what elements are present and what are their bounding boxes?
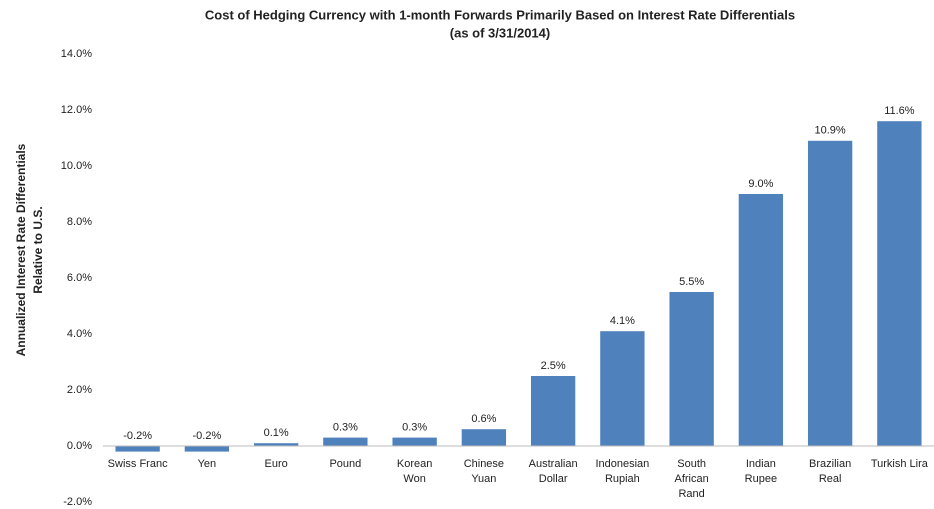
x-tick-label: Australian Dollar (529, 458, 578, 485)
data-label: 10.9% (815, 125, 846, 137)
data-label: 9.0% (748, 178, 773, 190)
y-tick-label: 8.0% (67, 216, 92, 228)
bar (669, 292, 714, 446)
bar (323, 437, 368, 446)
data-label: 0.3% (333, 422, 358, 434)
data-label: 11.6% (884, 105, 915, 117)
x-tick-label: Turkish Lira (871, 458, 929, 470)
chart-subtitle: (as of 3/31/2014) (450, 25, 550, 40)
bar (392, 437, 437, 446)
bar (877, 121, 922, 446)
y-axis-title-line: Relative to U.S. (31, 206, 45, 293)
data-label: 0.6% (471, 413, 496, 425)
chart-title: Cost of Hedging Currency with 1-month Fo… (205, 7, 795, 22)
y-tick-label: 6.0% (67, 272, 92, 284)
bar (807, 140, 853, 447)
x-tick-label: Yen (198, 458, 217, 470)
bar (530, 376, 576, 446)
y-axis-title: Annualized Interest Rate Differentials R… (14, 143, 45, 356)
bar (184, 446, 230, 452)
x-tick-label: Euro (265, 458, 288, 470)
x-tick-label: Brazilian Real (809, 458, 851, 485)
data-label: 5.5% (679, 276, 704, 288)
bar (738, 194, 784, 446)
x-tick-label: Indian Rupee (745, 458, 777, 485)
y-tick-label: 14.0% (61, 48, 92, 60)
bar (253, 443, 299, 446)
data-label: 2.5% (541, 360, 566, 372)
y-tick-label: 4.0% (67, 328, 92, 340)
bar (600, 331, 645, 446)
x-tick-label: Chinese Yuan (464, 458, 504, 485)
bar (461, 429, 507, 446)
y-tick-label: 12.0% (61, 104, 92, 116)
x-tick-label: South African Rand (675, 458, 709, 500)
data-label: -0.2% (193, 430, 222, 442)
data-label: 0.3% (402, 422, 427, 434)
data-label: 0.1% (264, 427, 289, 439)
y-tick-label: 2.0% (67, 384, 92, 396)
x-tick-label: Swiss Franc (108, 458, 168, 470)
y-axis-title-line: Annualized Interest Rate Differentials (14, 143, 28, 356)
x-tick-label: Pound (329, 458, 361, 470)
data-label: -0.2% (123, 430, 152, 442)
y-tick-label: -2.0% (63, 496, 92, 508)
x-tick-label: Indonesian Rupiah (595, 458, 649, 485)
y-tick-label: 0.0% (67, 440, 92, 452)
y-tick-label: 10.0% (61, 160, 92, 172)
bar (115, 446, 160, 452)
x-tick-label: Korean Won (397, 458, 432, 485)
data-label: 4.1% (610, 315, 635, 327)
